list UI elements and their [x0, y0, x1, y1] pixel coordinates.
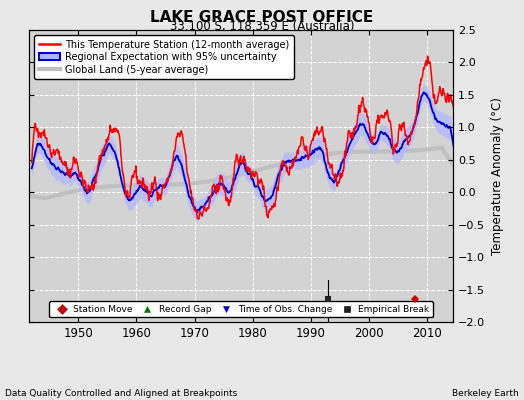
- Text: LAKE GRACE POST OFFICE: LAKE GRACE POST OFFICE: [150, 10, 374, 25]
- Y-axis label: Temperature Anomaly (°C): Temperature Anomaly (°C): [491, 97, 504, 255]
- Text: Berkeley Earth: Berkeley Earth: [452, 389, 519, 398]
- Text: Data Quality Controlled and Aligned at Breakpoints: Data Quality Controlled and Aligned at B…: [5, 389, 237, 398]
- Text: 33.100 S, 118.359 E (Australia): 33.100 S, 118.359 E (Australia): [170, 20, 354, 33]
- Legend: Station Move, Record Gap, Time of Obs. Change, Empirical Break: Station Move, Record Gap, Time of Obs. C…: [49, 301, 433, 318]
